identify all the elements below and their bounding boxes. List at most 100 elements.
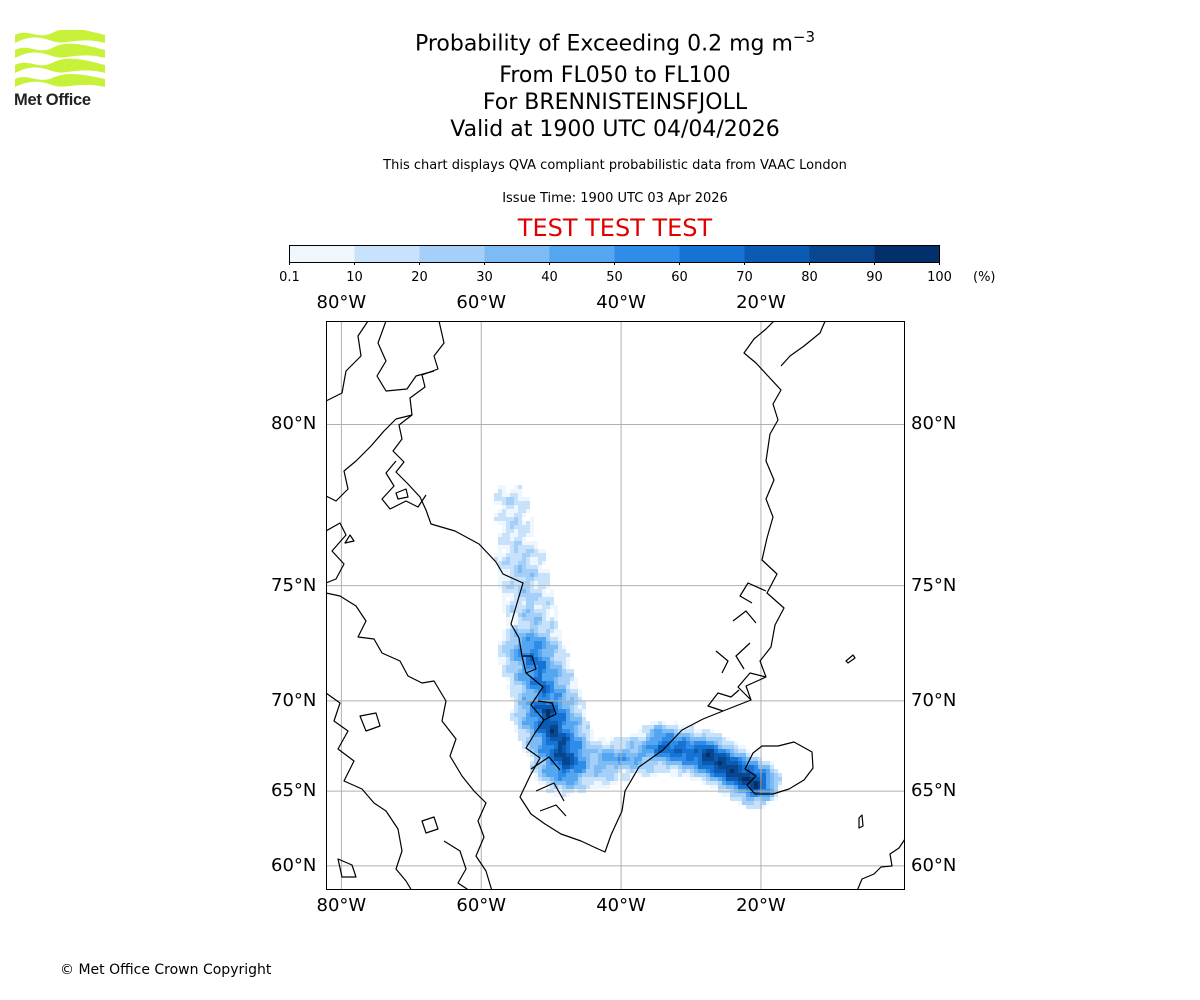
plume-cell: [710, 749, 714, 753]
plume-cell: [534, 761, 538, 765]
plume-cell: [510, 513, 514, 517]
plume-cell: [550, 593, 554, 597]
plume-cell: [550, 673, 554, 677]
plume-cell: [506, 557, 510, 561]
plume-cell: [518, 681, 522, 685]
plume-cell: [598, 781, 602, 785]
plume-cell: [570, 737, 574, 741]
plume-cell: [538, 737, 542, 741]
plume-cell: [558, 785, 562, 789]
plume-cell: [562, 685, 566, 689]
plume-cell: [674, 745, 678, 749]
plume-cell: [530, 685, 534, 689]
plume-cell: [526, 637, 530, 641]
latitude-label: 70°N: [271, 689, 317, 711]
plume-cell: [542, 557, 546, 561]
plume-cell: [610, 769, 614, 773]
plume-cell: [554, 709, 558, 713]
plume-cell: [674, 749, 678, 753]
plume-cell: [526, 737, 530, 741]
plume-cell: [558, 637, 562, 641]
plume-cell: [546, 773, 550, 777]
plume-cell: [606, 761, 610, 765]
plume-cell: [746, 801, 750, 805]
plume-cell: [574, 721, 578, 725]
plume-cell: [718, 749, 722, 753]
plume-cell: [658, 765, 662, 769]
plume-cell: [554, 645, 558, 649]
plume-cell: [670, 729, 674, 733]
plume-cell: [550, 773, 554, 777]
plume-cell: [522, 645, 526, 649]
chart-title-text: Probability of Exceeding 0.2 mg m: [414, 31, 793, 57]
plume-cell: [506, 525, 510, 529]
plume-cell: [554, 613, 558, 617]
plume-cell: [702, 765, 706, 769]
plume-cell: [510, 661, 514, 665]
latitude-label: 65°N: [911, 780, 957, 802]
plume-cell: [710, 777, 714, 781]
plume-cell: [534, 605, 538, 609]
plume-cell: [746, 765, 750, 769]
plume-cell: [754, 769, 758, 773]
plume-cell: [498, 541, 502, 545]
plume-cell: [570, 757, 574, 761]
plume-cell: [570, 753, 574, 757]
plume-cell: [550, 653, 554, 657]
plume-cell: [754, 801, 758, 805]
plume-cell: [514, 709, 518, 713]
plume-cell: [534, 749, 538, 753]
plume-cell: [506, 605, 510, 609]
plume-cell: [614, 749, 618, 753]
plume-cell: [730, 745, 734, 749]
plume-cell: [554, 685, 558, 689]
plume-cell: [654, 745, 658, 749]
latitude-label: 75°N: [911, 574, 957, 596]
plume-cell: [714, 737, 718, 741]
plume-cell: [506, 589, 510, 593]
plume-cell: [502, 537, 506, 541]
plume-cell: [734, 769, 738, 773]
plume-cell: [710, 781, 714, 785]
plume-cell: [518, 597, 522, 601]
plume-cell: [526, 533, 530, 537]
plume-cell: [534, 701, 538, 705]
plume-cell: [554, 669, 558, 673]
plume-cell: [538, 617, 542, 621]
plume-cell: [518, 649, 522, 653]
plume-cell: [542, 593, 546, 597]
plume-cell: [566, 693, 570, 697]
plume-cell: [522, 657, 526, 661]
plume-cell: [546, 705, 550, 709]
plume-cell: [558, 753, 562, 757]
plume-cell: [562, 721, 566, 725]
plume-cell: [534, 685, 538, 689]
plume-cell: [614, 781, 618, 785]
coastline-baffin-north: [326, 692, 413, 890]
plume-cell: [518, 613, 522, 617]
latitude-label: 80°N: [911, 413, 957, 435]
plume-cell: [562, 661, 566, 665]
plume-cell: [558, 781, 562, 785]
plume-cell: [758, 801, 762, 805]
colorbar-tick-label: 10: [346, 270, 363, 285]
plume-cell: [510, 609, 514, 613]
plume-cell: [574, 709, 578, 713]
plume-cell: [726, 793, 730, 797]
plume-cell: [538, 733, 542, 737]
plume-cell: [518, 661, 522, 665]
plume-cell: [722, 765, 726, 769]
plume-cell: [538, 629, 542, 633]
plume-cell: [514, 629, 518, 633]
plume-cell: [598, 773, 602, 777]
plume-cell: [734, 777, 738, 781]
colorbar-tick-label: 30: [476, 270, 493, 285]
plume-cell: [730, 757, 734, 761]
plume-cell: [626, 769, 630, 773]
plume-cell: [542, 633, 546, 637]
plume-cell: [522, 701, 526, 705]
plume-cell: [546, 673, 550, 677]
plume-cell: [530, 721, 534, 725]
plume-cell: [702, 741, 706, 745]
plume-cell: [714, 781, 718, 785]
